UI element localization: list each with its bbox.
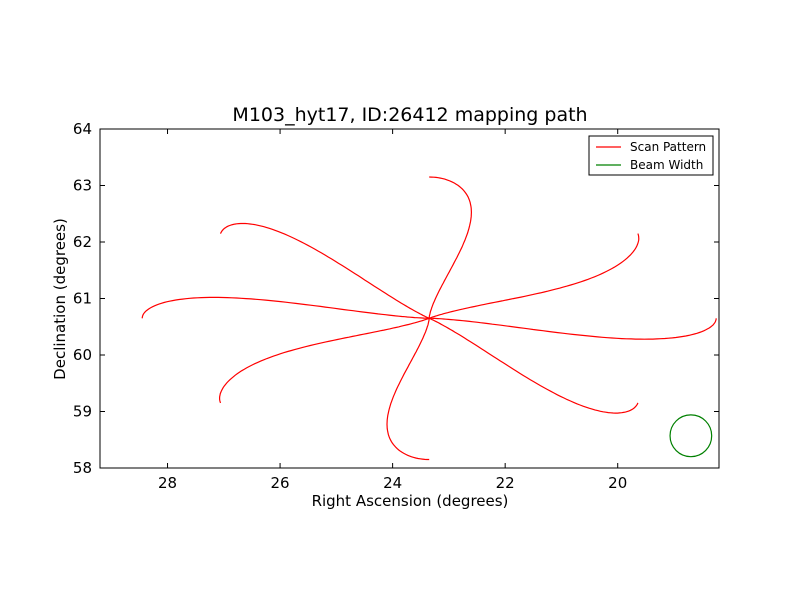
y-tick-label: 61 — [73, 290, 92, 308]
legend-label: Beam Width — [630, 158, 703, 172]
y-tick-label: 62 — [73, 233, 92, 251]
y-axis-label: Declination (degrees) — [51, 218, 69, 380]
x-tick-label: 20 — [608, 474, 627, 492]
x-tick-label: 22 — [496, 474, 515, 492]
x-tick-label: 24 — [383, 474, 402, 492]
legend: Scan Pattern Beam Width — [588, 135, 714, 176]
y-tick-label: 60 — [73, 346, 92, 364]
y-tick-label: 59 — [73, 403, 92, 421]
beam-width-circle — [669, 414, 713, 458]
scan-pattern-petal — [386, 318, 430, 461]
scan-pattern-petal — [428, 176, 473, 319]
scan-pattern-petal — [219, 222, 430, 319]
axis-ticks: 28 26 24 22 20 58 59 60 61 62 63 64 — [73, 120, 719, 492]
x-axis-label: Right Ascension (degrees) — [312, 492, 509, 510]
legend-label: Scan Pattern — [630, 140, 706, 154]
y-tick-label: 58 — [73, 459, 92, 477]
scan-pattern-petal — [219, 317, 430, 404]
y-tick-label: 63 — [73, 177, 92, 195]
chart-title: M103_hyt17, ID:26412 mapping path — [232, 104, 588, 126]
legend-box — [588, 135, 714, 176]
x-tick-label: 28 — [158, 474, 177, 492]
scan-pattern-petal — [428, 317, 639, 414]
chart-curves — [141, 176, 717, 461]
scan-pattern-petal — [428, 233, 640, 319]
x-tick-label: 26 — [271, 474, 290, 492]
y-tick-label: 64 — [73, 120, 92, 138]
scan-pattern-petal — [429, 317, 717, 340]
scan-pattern-petal — [141, 296, 430, 319]
